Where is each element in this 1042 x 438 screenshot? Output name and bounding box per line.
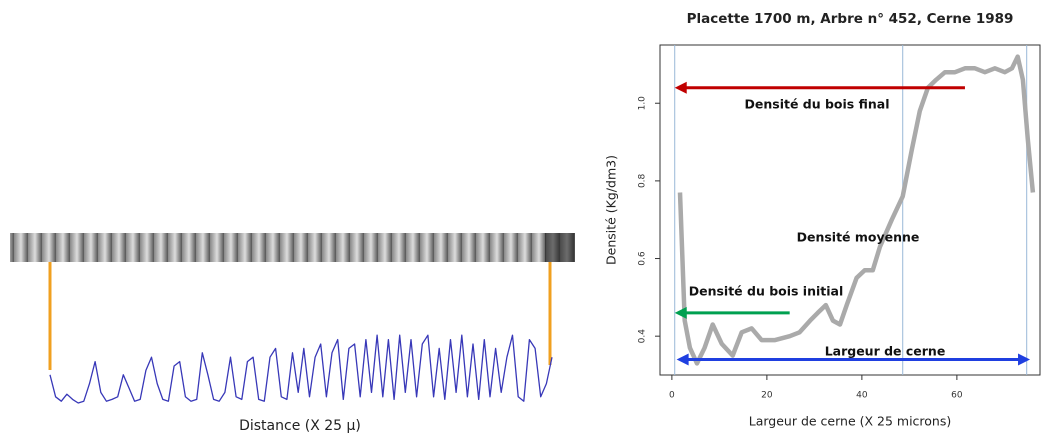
arrow-head [674,306,687,319]
wood-core-image [10,233,575,262]
data-line [677,54,1036,366]
y-tick-label: 0.6 [638,251,648,266]
chart-title: Placette 1700 m, Arbre n° 452, Cerne 198… [687,11,1014,27]
annotation: Largeur de cerne [825,344,946,359]
x-tick-label: 60 [951,391,963,401]
annotation: Densité du bois final [745,97,890,112]
y-axis-label: Densité (Kg/dm3) [604,155,619,265]
wood-core-end [545,233,575,262]
arrow-head [676,353,689,366]
x-axis-label: Largeur de cerne (X 25 microns) [749,414,952,429]
data-line [49,334,553,404]
y-tick-label: 0.4 [638,329,648,344]
annotation: Densité du bois initial [689,284,844,299]
arrow-head [1018,353,1031,366]
x-axis-label: Distance (X 25 μ) [239,418,361,434]
x-tick-label: 40 [856,391,868,401]
y-tick-label: 1.0 [638,96,648,111]
y-tick-label: 0.8 [638,173,648,188]
x-tick-label: 0 [669,391,675,401]
annotation: Densité moyenne [797,230,920,245]
arrow-head [674,81,687,94]
plot-frame [659,44,1041,376]
x-tick-label: 20 [761,391,773,401]
